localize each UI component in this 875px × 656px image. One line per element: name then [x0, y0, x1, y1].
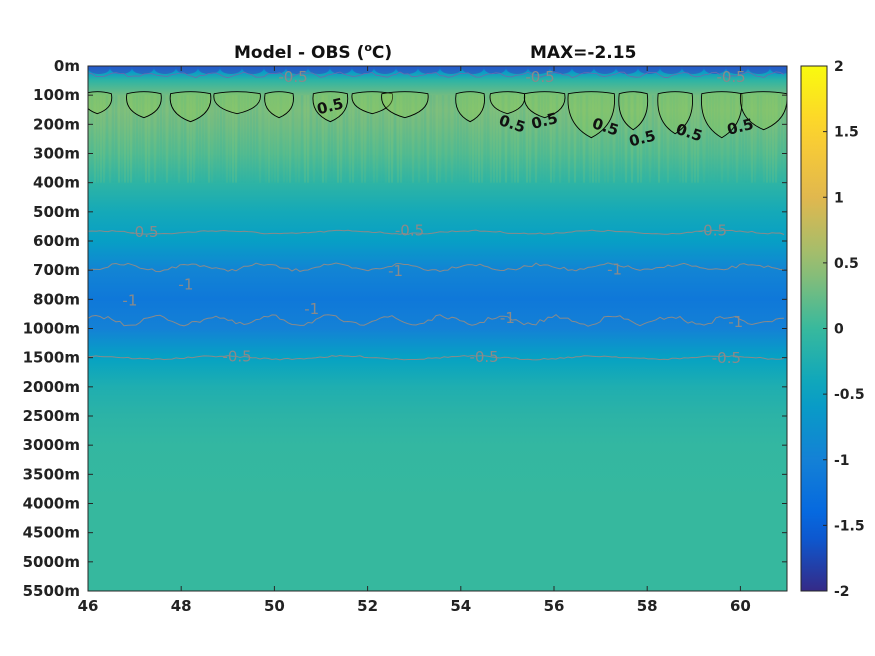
- x-tick-label: 60: [730, 597, 751, 615]
- y-tick-label: 200m: [33, 115, 80, 133]
- contour-label: -0.5: [469, 348, 498, 366]
- x-tick-label: 56: [544, 597, 565, 615]
- y-axis: 0m 100m 200m 300m 400m 500m 600m 700m 800m 1000m 1…: [23, 57, 787, 600]
- x-axis: 46 48 50 52 54 56 58 60: [78, 66, 751, 615]
- contour-label: 0.5: [725, 115, 755, 139]
- contour-labels: 0.50.5 0.5 0.5 0.5 0.5 0.5-0.5 -0.5 -0.5-0.5 -0.…: [122, 68, 755, 367]
- contour-label: -1: [122, 291, 137, 309]
- colorbar-tick-label: -2: [834, 584, 850, 600]
- colorbar-tick-label: -1.5: [834, 518, 865, 534]
- y-tick-label: 0m: [54, 57, 80, 75]
- colorbar-tick-label: -1: [834, 453, 850, 469]
- y-tick-label: 3000m: [23, 436, 80, 454]
- contour-label: 0.5: [530, 109, 560, 133]
- contour-label: -0.5: [712, 349, 741, 367]
- contour-label: -0.5: [278, 68, 307, 86]
- y-tick-label: 3500m: [23, 465, 80, 483]
- y-tick-label: 500m: [33, 203, 80, 221]
- chart-max-label: MAX=-2.15: [530, 43, 636, 63]
- colorbar-tick-label: 2: [834, 59, 844, 75]
- contour-label: -1: [304, 300, 319, 318]
- contour-label: -0.5: [716, 68, 745, 86]
- colorbar-bar: [800, 65, 828, 592]
- y-tick-label: 400m: [33, 174, 80, 192]
- heatmap-texture: [88, 66, 787, 183]
- contour-lines: [88, 71, 787, 361]
- contour-label: 0.5: [627, 126, 657, 150]
- y-tick-label: 1000m: [23, 320, 80, 338]
- contour-label: -0.5: [395, 221, 424, 239]
- y-tick-label: 5000m: [23, 553, 80, 571]
- y-tick-label: 700m: [33, 261, 80, 279]
- heatmap-field: [88, 66, 787, 591]
- x-tick-label: 48: [171, 597, 192, 615]
- y-tick-label: 300m: [33, 145, 80, 163]
- y-tick-label: 2500m: [23, 407, 80, 425]
- contour-label: -0.5: [222, 348, 251, 366]
- contour-label: -0.5: [129, 223, 158, 241]
- contour-label: -1: [607, 261, 622, 279]
- contour-label: -0.5: [698, 221, 727, 239]
- chart-title: Model - OBS (oC): [234, 41, 392, 63]
- colorbar: 2 1.5 1 0.5 0 -0.5 -1 -1.5 -2: [800, 59, 865, 600]
- colorbar-tick-label: 0: [834, 322, 844, 338]
- y-tick-label: 4000m: [23, 495, 80, 513]
- plot-area: 0.50.5 0.5 0.5 0.5 0.5 0.5-0.5 -0.5 -0.5-0.5 -0.…: [87, 65, 788, 592]
- colorbar-ticks: 2 1.5 1 0.5 0 -0.5 -1 -1.5 -2: [823, 59, 865, 600]
- x-tick-label: 52: [357, 597, 378, 615]
- contour-label: -0.5: [525, 68, 554, 86]
- x-tick-label: 46: [78, 597, 99, 615]
- colorbar-tick-label: -0.5: [834, 387, 865, 403]
- colorbar-tick-label: 0.5: [834, 256, 859, 272]
- y-tick-label: 5500m: [23, 582, 80, 600]
- contour-label: -1: [388, 262, 403, 280]
- colorbar-tick-label: 1: [834, 190, 844, 206]
- contour-label: -1: [500, 309, 515, 327]
- x-tick-label: 50: [264, 597, 285, 615]
- y-tick-label: 2000m: [23, 378, 80, 396]
- contour-label: -1: [178, 275, 193, 293]
- contour-label: 0.5: [315, 94, 345, 118]
- x-tick-label: 58: [637, 597, 658, 615]
- contour-label: -1: [728, 313, 743, 331]
- y-tick-label: 4500m: [23, 524, 80, 542]
- y-tick-label: 100m: [33, 86, 80, 104]
- x-tick-label: 54: [450, 597, 471, 615]
- y-tick-label: 800m: [33, 290, 80, 308]
- y-tick-label: 600m: [33, 232, 80, 250]
- y-tick-label: 1500m: [23, 349, 80, 367]
- colorbar-tick-label: 1.5: [834, 125, 859, 141]
